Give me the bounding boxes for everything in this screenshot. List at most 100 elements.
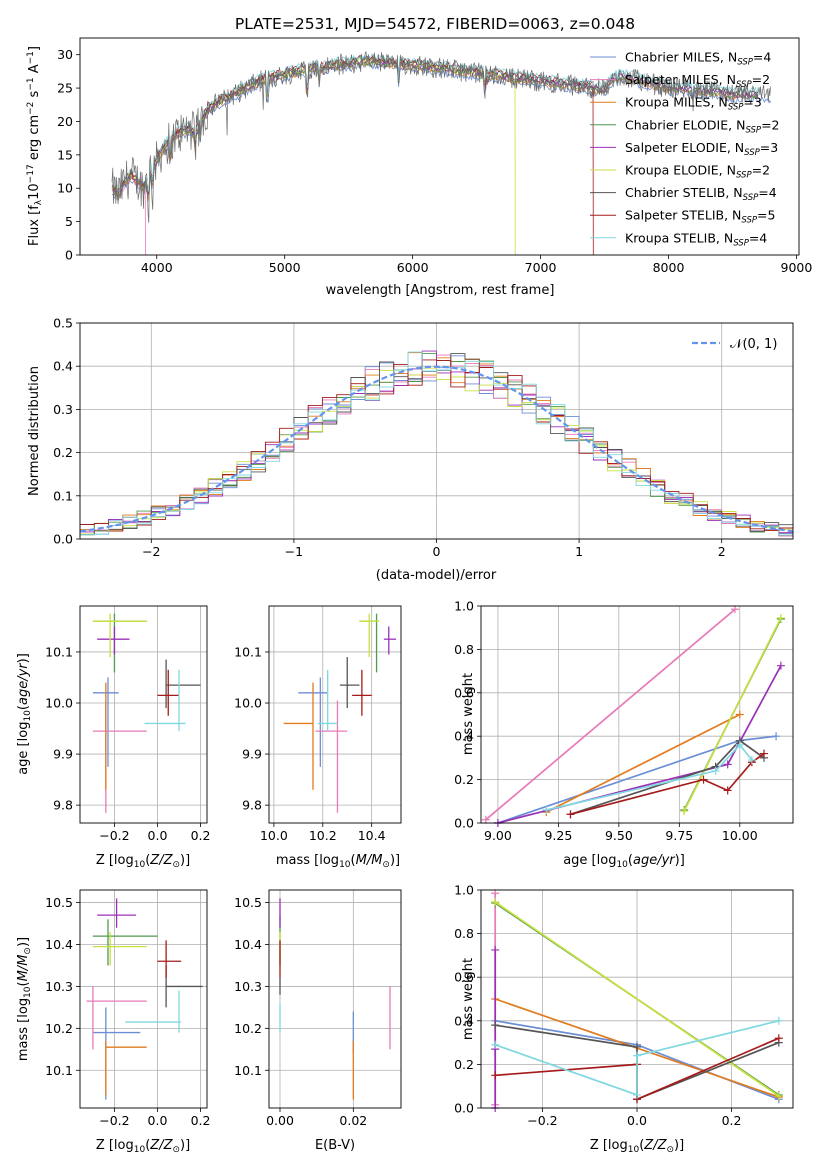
x-tick-label: 9.75 (665, 828, 693, 843)
x-tick-label: −0.2 (99, 1113, 129, 1128)
x-axis-label: age [log10(age/yr)] (563, 853, 685, 870)
errorbar-point (92, 700, 147, 813)
weight-series (491, 1016, 783, 1099)
x-tick-label: 9.25 (544, 828, 572, 843)
y-tick-label: 0.6 (454, 970, 474, 985)
panel-mass-weight-vs-age: 9.00 9.25 9.50 9.75 10.00 0.0 0.2 0.4 0.6 0.8 1.0 a… (454, 599, 794, 870)
weight-line (683, 617, 782, 812)
y-tick-label: 0.1 (53, 488, 73, 503)
y-tick-label: 10.5 (234, 895, 262, 910)
x-tick-label: 8000 (653, 260, 685, 275)
axes-frame (79, 605, 208, 824)
errorbar-point (97, 626, 130, 655)
weight-series (566, 749, 768, 819)
x-tick-label: 9000 (781, 260, 813, 275)
legend-label: Salpeter MILES, NSSP=2 (625, 72, 770, 90)
errorbar-point (339, 657, 360, 709)
weight-marker (776, 661, 785, 670)
y-tick-label: 0.4 (454, 1013, 474, 1028)
errorbar-point (125, 990, 182, 1033)
plot-area (92, 613, 201, 813)
model-spectrum-line (111, 54, 594, 256)
errorbar-point (157, 940, 182, 979)
x-tick-label: 0.2 (722, 1113, 742, 1128)
legend-label: Salpeter ELODIE, NSSP=3 (625, 140, 778, 158)
y-tick-label: 10 (57, 181, 73, 196)
x-tick-label: −1 (285, 544, 303, 559)
plot-area (79, 350, 794, 537)
weight-marker (699, 775, 708, 784)
y-tick-label: 5 (65, 214, 73, 229)
x-tick-label: 9.50 (605, 828, 633, 843)
weight-line (545, 713, 741, 813)
errorbar-point (165, 659, 201, 709)
legend-label: 𝒩(0, 1) (730, 337, 777, 352)
y-tick-label: 10.1 (45, 1063, 73, 1078)
plot-area (86, 898, 203, 1100)
weight-series (566, 736, 768, 819)
y-tick-label: 9.9 (53, 747, 73, 762)
plot-area (279, 898, 391, 1100)
legend-label: Kroupa STELIB, NSSP=4 (625, 230, 767, 248)
legend-label: Salpeter STELIB, NSSP=5 (625, 208, 775, 226)
y-tick-label: 10.2 (45, 1021, 73, 1036)
axes-frame (79, 889, 208, 1109)
x-tick-label: 4000 (141, 260, 173, 275)
y-tick-label: 9.8 (53, 798, 73, 813)
errorbar-point (283, 682, 314, 790)
weight-series (542, 740, 756, 814)
plot-area (491, 889, 783, 1112)
gaussian-curve (79, 365, 794, 533)
x-tick-label: 0.2 (191, 1113, 211, 1128)
panel-spectrum: 4000 5000 6000 7000 8000 9000 0 5 10 15 20 25 30 Chab… (26, 37, 813, 298)
weight-series (680, 613, 785, 816)
y-tick-label: 0.0 (53, 532, 73, 547)
y-axis-label: mass [log10(M/M⊙)] (16, 937, 33, 1061)
weight-marker (735, 710, 744, 719)
y-tick-label: 25 (57, 81, 73, 96)
y-tick-label: 15 (57, 147, 73, 162)
x-axis-label: E(B-V) (315, 1138, 355, 1153)
weight-marker (566, 810, 575, 819)
x-tick-label: 0 (433, 544, 441, 559)
y-tick-label: 10.3 (234, 979, 262, 994)
y-tick-label: 1.0 (454, 599, 474, 614)
plot-area (283, 613, 397, 813)
y-tick-label: 10.0 (234, 696, 262, 711)
weight-marker (491, 897, 500, 906)
y-axis-label: Normed distribution (27, 366, 42, 496)
figure-title: PLATE=2531, MJD=54572, FIBERID=0063, z=0… (235, 15, 635, 33)
y-tick-label: 0.4 (53, 359, 73, 374)
x-tick-label: 10.4 (358, 828, 386, 843)
legend-label: Chabrier ELODIE, NSSP=2 (625, 117, 780, 135)
model-spectrum-line (111, 53, 759, 193)
panel-residual-histograms: −2 −1 0 1 2 0.0 0.1 0.2 0.3 0.4 0.5 𝒩(0, 1) (data-mo… (27, 316, 794, 583)
weight-marker (759, 749, 768, 758)
errorbar-point (383, 626, 397, 655)
x-tick-label: 7000 (525, 260, 557, 275)
weight-marker (491, 1040, 500, 1049)
y-axis-label: Flux [fλ10−17 erg cm−2 s−1 A−1] (26, 46, 44, 246)
errorbar-point (92, 931, 147, 966)
x-tick-label: −2 (142, 544, 160, 559)
x-axis-label: mass [log10(M/M⊙)] (276, 853, 400, 870)
x-tick-label: 2 (718, 544, 726, 559)
axes-frame (480, 889, 794, 1109)
weight-marker (491, 945, 500, 954)
weight-series (491, 897, 783, 1101)
y-tick-label: 0.8 (454, 926, 474, 941)
weight-marker (633, 1051, 641, 1060)
axes-frame (79, 322, 794, 540)
errorbar-point (92, 1007, 141, 1100)
model-spectrum-line (111, 56, 516, 256)
y-tick-label: 10.5 (45, 895, 73, 910)
y-tick-label: 9.8 (242, 798, 262, 813)
x-tick-label: −0.2 (99, 828, 129, 843)
x-tick-label: 9.00 (484, 828, 512, 843)
x-tick-label: 0.0 (148, 828, 168, 843)
weight-marker (774, 1016, 783, 1025)
weight-line (494, 1019, 780, 1097)
y-tick-label: 0.2 (454, 1057, 474, 1072)
weight-series (481, 605, 739, 824)
weight-line (494, 901, 780, 1097)
